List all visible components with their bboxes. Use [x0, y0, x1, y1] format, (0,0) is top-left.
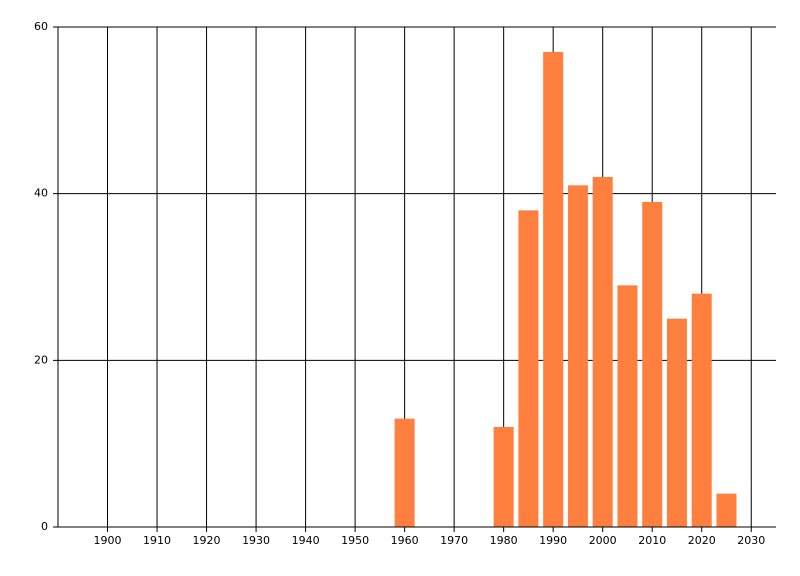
- bar: [543, 52, 564, 527]
- bar: [592, 177, 613, 527]
- y-tick-label: 40: [34, 187, 48, 200]
- x-tick-label: 1910: [143, 534, 171, 547]
- bar: [394, 418, 415, 527]
- bar: [691, 293, 712, 527]
- bar: [642, 202, 663, 527]
- x-tick-label: 1940: [292, 534, 320, 547]
- x-tick-label: 1970: [440, 534, 468, 547]
- y-tick-label: 60: [34, 20, 48, 33]
- bar: [567, 185, 588, 528]
- x-tick-label: 1930: [242, 534, 270, 547]
- x-tick-label: 1900: [94, 534, 122, 547]
- x-tick-label: 2020: [688, 534, 716, 547]
- y-tick-label: 20: [34, 353, 48, 366]
- bar: [493, 427, 514, 527]
- bar: [666, 318, 687, 527]
- x-tick-label: 2000: [589, 534, 617, 547]
- bar: [716, 493, 737, 527]
- x-tick-label: 1920: [193, 534, 221, 547]
- y-tick-label: 0: [41, 520, 48, 533]
- x-tick-label: 1990: [539, 534, 567, 547]
- x-tick-label: 1950: [341, 534, 369, 547]
- bar: [617, 285, 638, 527]
- x-tick-label: 1980: [490, 534, 518, 547]
- bar: [518, 210, 539, 528]
- x-tick-label: 2030: [737, 534, 765, 547]
- x-tick-label: 1960: [391, 534, 419, 547]
- x-tick-label: 2010: [638, 534, 666, 547]
